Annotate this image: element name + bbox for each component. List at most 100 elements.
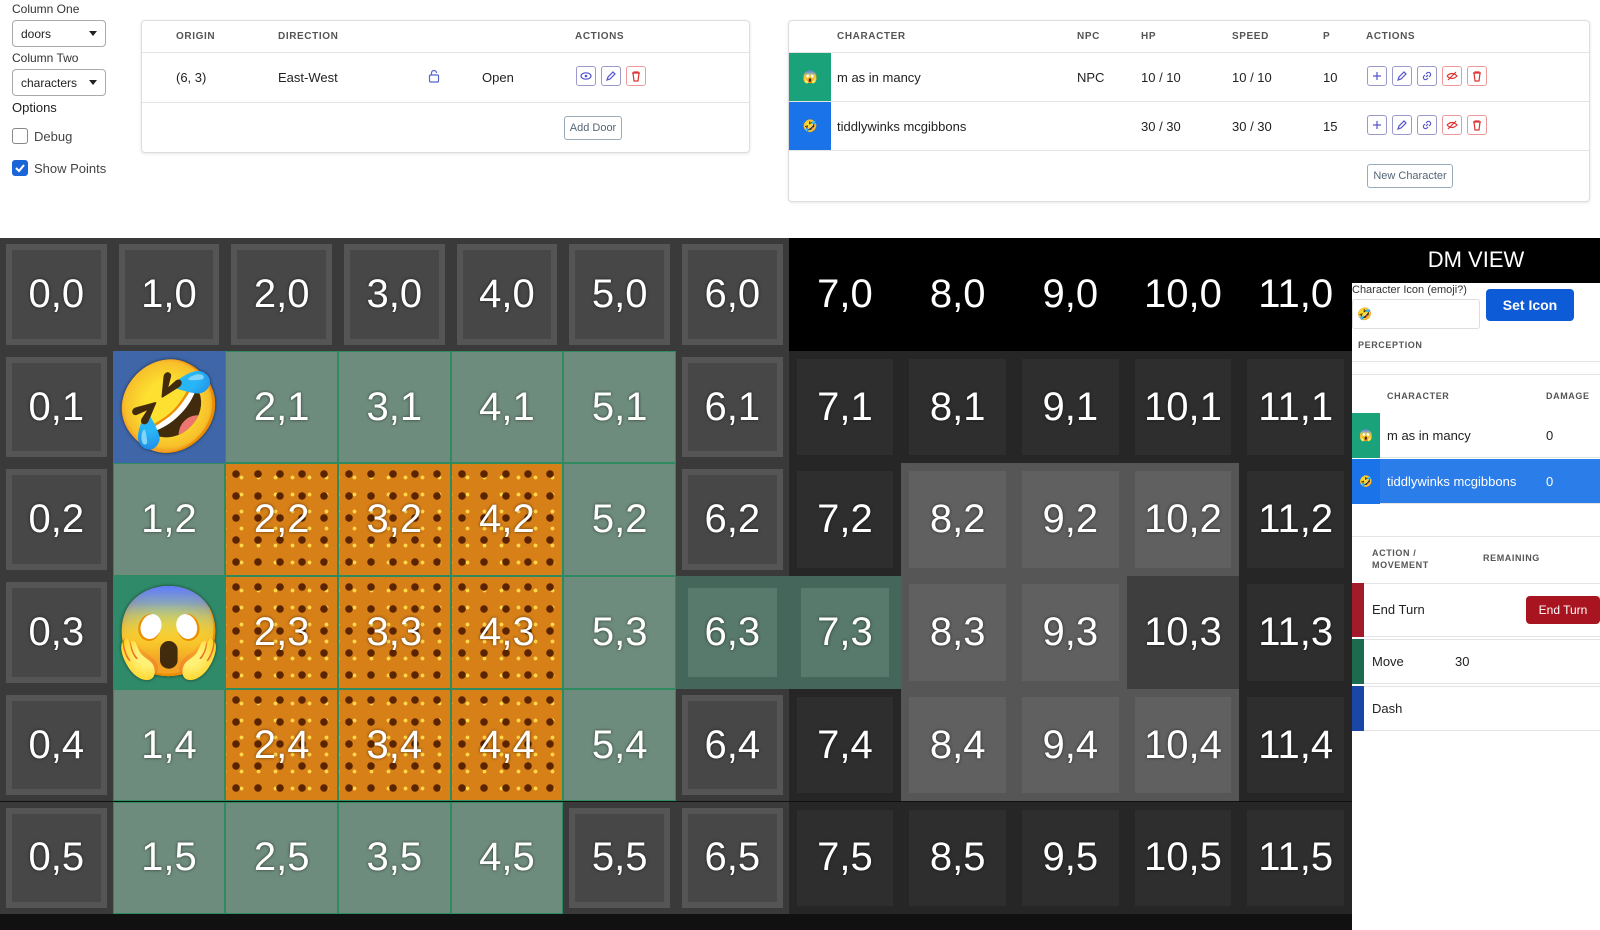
grid-cell[interactable]: 11,5 <box>1239 801 1352 915</box>
grid-cell[interactable]: 5,1 <box>563 350 676 464</box>
grid-cell[interactable]: 1,0 <box>112 238 226 351</box>
grid-cell[interactable]: 8,5 <box>901 801 1014 915</box>
grid-cell[interactable]: 7,0 <box>788 238 902 351</box>
grid-cell[interactable]: 3,0 <box>338 238 451 351</box>
grid-cell[interactable]: 8,2 <box>901 463 1014 577</box>
action-button[interactable] <box>1367 66 1387 86</box>
grid-cell[interactable]: 0,3 <box>0 576 113 689</box>
icon-input[interactable]: 🤣 <box>1352 299 1480 329</box>
grid-cell[interactable]: 8,1 <box>901 350 1014 464</box>
grid-cell[interactable]: 0,5 <box>0 801 113 915</box>
grid-cell[interactable]: 4,0 <box>450 238 564 351</box>
grid-cell[interactable]: 7,5 <box>788 801 902 915</box>
grid-cell[interactable]: 9,0 <box>1014 238 1127 351</box>
grid-cell[interactable]: 9,1 <box>1014 350 1127 464</box>
row <box>1352 583 1600 637</box>
grid-cell[interactable]: 10,1 <box>1126 350 1240 464</box>
grid-cell[interactable]: 10,5 <box>1126 801 1240 915</box>
grid-cell[interactable]: 10,3 <box>1126 576 1240 689</box>
new-character-button[interactable]: New Character <box>1367 164 1453 188</box>
action-button[interactable] <box>1467 115 1487 135</box>
grid-cell[interactable]: 5,4 <box>563 688 676 802</box>
action-button[interactable] <box>1442 115 1462 135</box>
checkbox[interactable] <box>12 160 28 176</box>
grid-cell[interactable]: 11,3 <box>1239 576 1352 689</box>
grid-cell[interactable]: 7,1 <box>788 350 902 464</box>
edit-button[interactable] <box>601 66 621 86</box>
grid-cell[interactable]: 7,3 <box>788 576 902 689</box>
action-button[interactable] <box>1467 66 1487 86</box>
grid-cell[interactable]: 3,4 <box>338 688 451 802</box>
end-turn-button[interactable]: End Turn <box>1526 596 1600 624</box>
grid-cell[interactable]: 3,5 <box>338 801 451 915</box>
grid-cell[interactable]: 2,5 <box>225 801 338 915</box>
action-button[interactable] <box>1442 66 1462 86</box>
grid-cell[interactable]: 5,2 <box>563 463 676 577</box>
grid-cell[interactable]: 8,4 <box>901 688 1014 802</box>
grid-cell[interactable]: 11,1 <box>1239 350 1352 464</box>
row[interactable] <box>1352 413 1600 458</box>
grid-cell[interactable]: 11,2 <box>1239 463 1352 577</box>
grid-cell[interactable]: 3,1 <box>338 350 451 464</box>
grid-cell[interactable]: 0,4 <box>0 688 113 802</box>
grid-cell[interactable]: 6,1 <box>676 350 789 464</box>
action-button[interactable] <box>1367 115 1387 135</box>
grid-cell[interactable]: 0,0 <box>0 238 113 351</box>
grid-cell[interactable]: 9,4 <box>1014 688 1127 802</box>
grid-cell[interactable]: 10,4 <box>1126 688 1240 802</box>
grid-cell[interactable]: 5,5 <box>563 801 676 915</box>
grid-cell[interactable]: 1,5 <box>112 801 226 915</box>
action-button[interactable] <box>1417 66 1437 86</box>
grid-cell[interactable]: 6,5 <box>676 801 789 915</box>
action-button[interactable] <box>1417 115 1437 135</box>
grid-cell[interactable]: 9,3 <box>1014 576 1127 689</box>
grid-cell[interactable]: 5,0 <box>563 238 676 351</box>
select[interactable]: doors <box>12 20 106 47</box>
lock-icon[interactable] <box>428 69 440 83</box>
grid-cell[interactable]: 3,3 <box>338 576 451 689</box>
set-icon-button[interactable]: Set Icon <box>1486 289 1574 321</box>
grid-cell[interactable]: 5,3 <box>563 576 676 689</box>
view-button[interactable] <box>576 66 596 86</box>
grid-cell[interactable]: 6,2 <box>676 463 789 577</box>
grid-cell[interactable]: 10,0 <box>1126 238 1240 351</box>
grid-cell[interactable]: 2,2 <box>225 463 338 577</box>
grid-cell[interactable]: 7,2 <box>788 463 902 577</box>
grid-cell[interactable]: 6,3 <box>676 576 789 689</box>
add-door-button[interactable]: Add Door <box>564 116 622 140</box>
grid-cell[interactable]: 7,4 <box>788 688 902 802</box>
action-button[interactable] <box>1392 115 1412 135</box>
header: DAMAGE <box>1546 391 1590 401</box>
map-grid[interactable]: 0,0 1,0 2,0 3,0 4,0 5,0 6,0 7,0 8,0 9,0 10,0 11,0 0,… <box>0 238 1352 930</box>
grid-cell[interactable]: 🤣 <box>112 350 226 464</box>
grid-cell[interactable]: 9,2 <box>1014 463 1127 577</box>
grid-cell[interactable]: 9,5 <box>1014 801 1127 915</box>
grid-cell[interactable]: 8,3 <box>901 576 1014 689</box>
grid-cell[interactable]: 4,4 <box>450 688 564 802</box>
grid-cell[interactable]: 1,2 <box>112 463 226 577</box>
delete-button[interactable] <box>626 66 646 86</box>
grid-cell[interactable]: 10,2 <box>1126 463 1240 577</box>
grid-cell[interactable]: 1,4 <box>112 688 226 802</box>
grid-cell[interactable]: 11,4 <box>1239 688 1352 802</box>
grid-cell[interactable]: 4,3 <box>450 576 564 689</box>
grid-cell[interactable]: 2,0 <box>225 238 338 351</box>
checkbox[interactable] <box>12 128 28 144</box>
action-button[interactable] <box>1392 66 1412 86</box>
grid-cell[interactable]: 3,2 <box>338 463 451 577</box>
grid-cell[interactable]: 2,4 <box>225 688 338 802</box>
selected-row[interactable] <box>1352 459 1600 504</box>
grid-cell[interactable]: 2,3 <box>225 576 338 689</box>
grid-cell[interactable]: 0,1 <box>0 350 113 464</box>
grid-cell[interactable]: 8,0 <box>901 238 1014 351</box>
grid-cell[interactable]: 2,1 <box>225 350 338 464</box>
grid-cell[interactable]: 4,2 <box>450 463 564 577</box>
grid-cell[interactable]: 4,5 <box>450 801 564 915</box>
grid-cell[interactable]: 😱 <box>112 576 226 689</box>
grid-cell[interactable]: 4,1 <box>450 350 564 464</box>
select[interactable]: characters <box>12 69 106 96</box>
grid-cell[interactable]: 6,0 <box>676 238 789 351</box>
grid-cell[interactable]: 6,4 <box>676 688 789 802</box>
grid-cell[interactable]: 0,2 <box>0 463 113 577</box>
grid-cell[interactable]: 11,0 <box>1239 238 1352 351</box>
